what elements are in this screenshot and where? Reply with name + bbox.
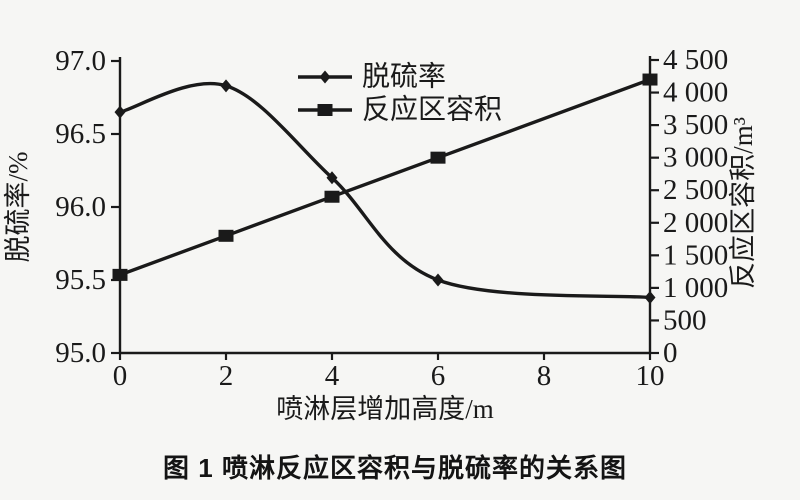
right-axis-tick-label: 0 xyxy=(663,337,678,369)
left-axis-tick-label: 95.5 xyxy=(55,264,106,296)
right-axis-tick-label: 3 000 xyxy=(663,142,728,174)
desulfurization-rate-marker xyxy=(114,105,126,119)
right-axis-title: 反应区容积/m³ xyxy=(728,117,758,289)
right-axis-tick-label: 4 500 xyxy=(663,44,728,76)
right-axis-tick-label: 1 500 xyxy=(663,239,728,271)
legend-desulfurization-rate-marker xyxy=(319,70,331,84)
legend-reaction-volume-marker xyxy=(317,104,333,116)
x-axis-tick-label: 8 xyxy=(537,360,552,392)
right-axis-tick-label: 2 000 xyxy=(663,207,728,239)
right-axis-tick-label: 4 000 xyxy=(663,77,728,109)
x-axis-tick-label: 0 xyxy=(113,360,128,392)
desulfurization-rate-marker xyxy=(432,273,444,287)
desulfurization-rate-marker xyxy=(326,171,338,185)
desulfurization-rate-line xyxy=(119,82,651,300)
left-axis-tick-label: 95.0 xyxy=(55,337,106,369)
reaction-volume-marker xyxy=(642,73,658,86)
left-axis-tick-label: 96.0 xyxy=(55,191,106,223)
right-axis-tick-label: 2 500 xyxy=(663,174,728,206)
right-axis-tick-label: 1 000 xyxy=(663,272,728,304)
x-axis-tick-label: 2 xyxy=(219,360,234,392)
desulfurization-rate-marker xyxy=(220,79,232,93)
reaction-volume-marker xyxy=(324,190,340,203)
x-axis-title: 喷淋层增加高度/m xyxy=(276,394,494,424)
desulfurization-rate-marker xyxy=(644,291,656,305)
reaction-volume-marker xyxy=(112,268,128,281)
left-axis-tick-label: 97.0 xyxy=(55,45,106,77)
legend-reaction-volume-label: 反应区容积 xyxy=(362,94,502,126)
reaction-volume-marker xyxy=(218,229,234,242)
left-axis-title: 脱硫率/% xyxy=(3,152,33,263)
figure-caption: 图 1 喷淋反应区容积与脱硫率的关系图 xyxy=(163,453,627,483)
x-axis-tick-label: 10 xyxy=(636,360,665,392)
x-axis-tick-label: 6 xyxy=(431,360,446,392)
legend-desulfurization-rate-label: 脱硫率 xyxy=(362,61,446,93)
x-axis-tick-label: 4 xyxy=(325,360,340,392)
right-axis-tick-label: 3 500 xyxy=(663,109,728,141)
left-axis-tick-label: 96.5 xyxy=(55,118,106,150)
reaction-volume-marker xyxy=(430,151,446,164)
right-axis-tick-label: 500 xyxy=(663,304,707,336)
